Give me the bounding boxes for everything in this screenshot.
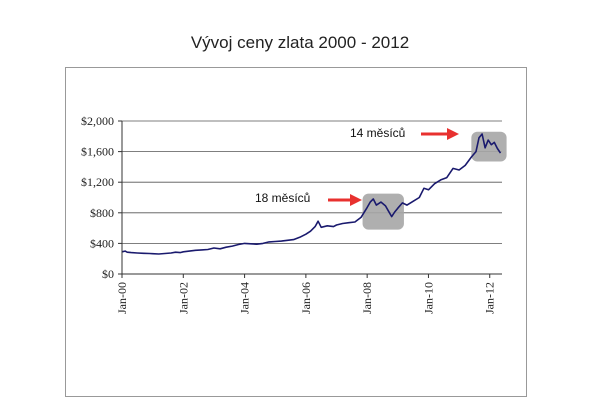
annotation-18-mesicu: 18 měsíců — [255, 191, 310, 205]
x-tick-label-6: Jan-12 — [483, 282, 497, 314]
chart-frame — [65, 67, 527, 397]
y-tick-label-1: $400 — [90, 236, 114, 250]
grid-lines — [122, 120, 502, 275]
y-tick-label-3: $1,200 — [81, 175, 114, 189]
highlight-box-2 — [471, 131, 507, 162]
price-line — [121, 133, 502, 255]
x-tick-label-4: Jan-08 — [360, 282, 374, 314]
highlight-box-1 — [362, 193, 404, 230]
y-tick-label-0: $0 — [102, 267, 114, 281]
chart-title: Vývoj ceny zlata 2000 - 2012 — [190, 33, 410, 52]
price-line-layer — [121, 133, 502, 255]
y-tick-label-5: $2,000 — [81, 114, 114, 128]
y-tick-labels: $0 $400 $800 $1,200 $1,600 $2,000 — [81, 114, 122, 281]
annotation-14-mesicu: 14 měsíců — [350, 126, 405, 140]
annotations: 18 měsíců 14 měsíců — [255, 126, 459, 206]
highlight-boxes — [362, 131, 507, 230]
x-tick-label-5: Jan-10 — [421, 282, 435, 314]
arrow-18-head — [350, 194, 362, 206]
y-tick-label-4: $1,600 — [81, 145, 114, 159]
x-tick-labels: Jan-00 Jan-02 Jan-04 Jan-06 Jan-08 Jan-10 Jan-… — [115, 274, 497, 314]
x-tick-label-1: Jan-02 — [176, 282, 190, 314]
x-tick-label-3: Jan-06 — [299, 282, 313, 314]
x-tick-label-0: Jan-00 — [115, 282, 129, 314]
arrow-14-head — [447, 128, 459, 140]
x-tick-label-2: Jan-04 — [238, 282, 252, 314]
axes — [121, 121, 502, 275]
y-tick-label-2: $800 — [90, 206, 114, 220]
